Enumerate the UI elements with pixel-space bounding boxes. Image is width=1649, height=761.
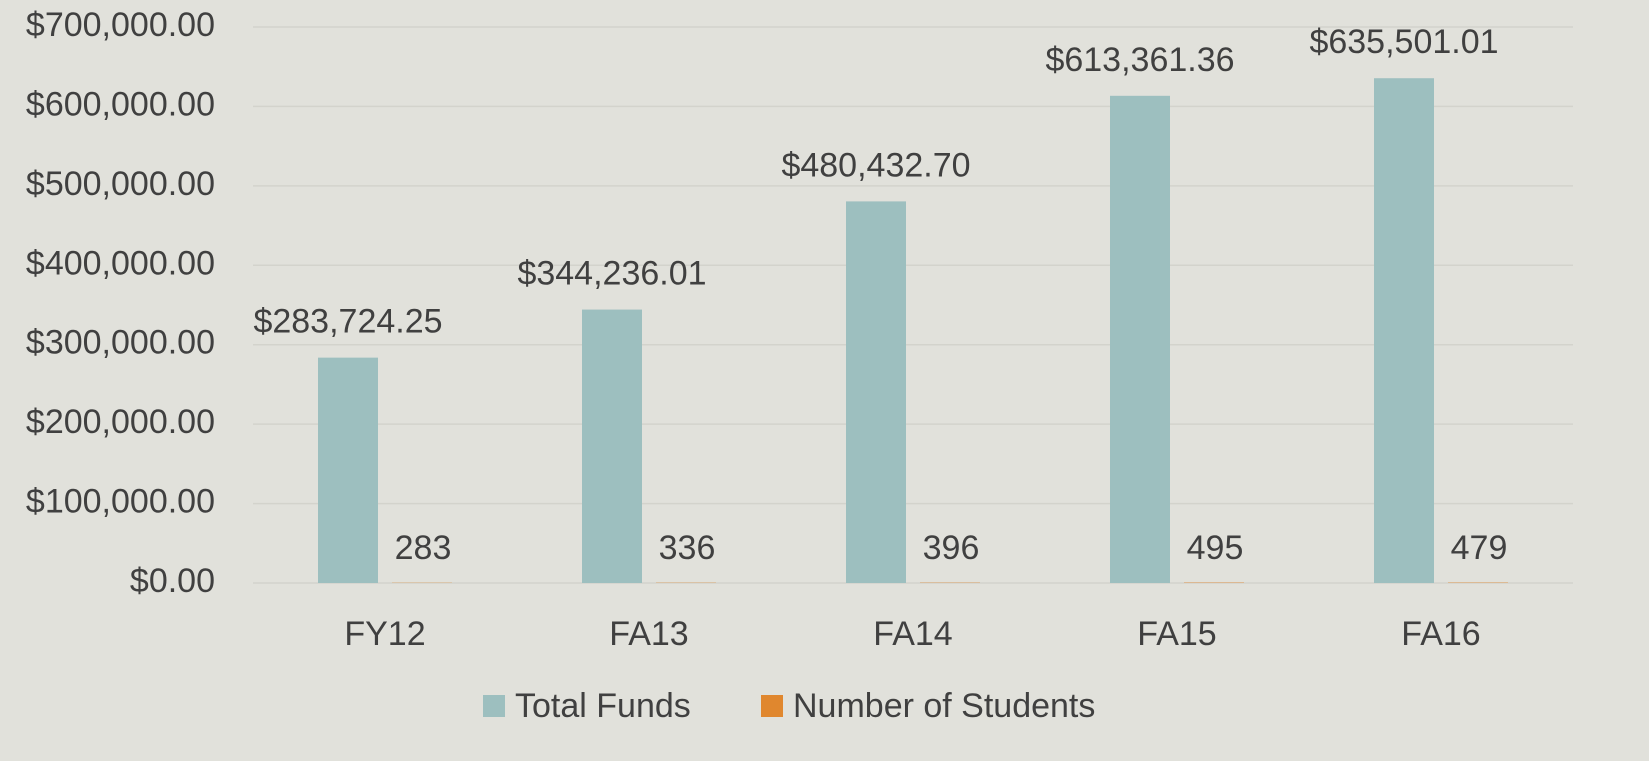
x-tick-label: FY12: [344, 615, 425, 653]
y-tick-label: $0.00: [130, 562, 215, 600]
bar: [846, 201, 906, 583]
bar: [318, 357, 378, 583]
data-label: 336: [659, 529, 716, 567]
legend-swatch: [483, 695, 505, 717]
data-label: $283,724.25: [253, 303, 442, 341]
data-label: 479: [1451, 529, 1508, 567]
y-tick-label: $500,000.00: [26, 165, 215, 203]
x-tick-label: FA15: [1137, 615, 1216, 653]
y-tick-label: $100,000.00: [26, 483, 215, 521]
bar: [1374, 78, 1434, 584]
legend-label: Total Funds: [515, 687, 691, 725]
bar: [582, 309, 642, 583]
y-tick-label: $700,000.00: [26, 6, 215, 44]
data-label: $613,361.36: [1045, 41, 1234, 79]
y-tick-label: $300,000.00: [26, 324, 215, 362]
y-tick-label: $600,000.00: [26, 85, 215, 123]
data-label: $480,432.70: [781, 146, 970, 184]
data-label: 283: [395, 529, 452, 567]
bar: [1110, 95, 1170, 584]
data-label: 396: [923, 529, 980, 567]
data-label: $344,236.01: [517, 255, 706, 293]
x-tick-label: FA16: [1401, 615, 1480, 653]
data-label: 495: [1187, 529, 1244, 567]
legend-label: Number of Students: [793, 687, 1095, 725]
x-tick-label: FA13: [609, 615, 688, 653]
legend-swatch: [761, 695, 783, 717]
data-label: $635,501.01: [1309, 23, 1498, 61]
y-tick-label: $400,000.00: [26, 244, 215, 282]
x-tick-label: FA14: [873, 615, 952, 653]
y-tick-label: $200,000.00: [26, 403, 215, 441]
